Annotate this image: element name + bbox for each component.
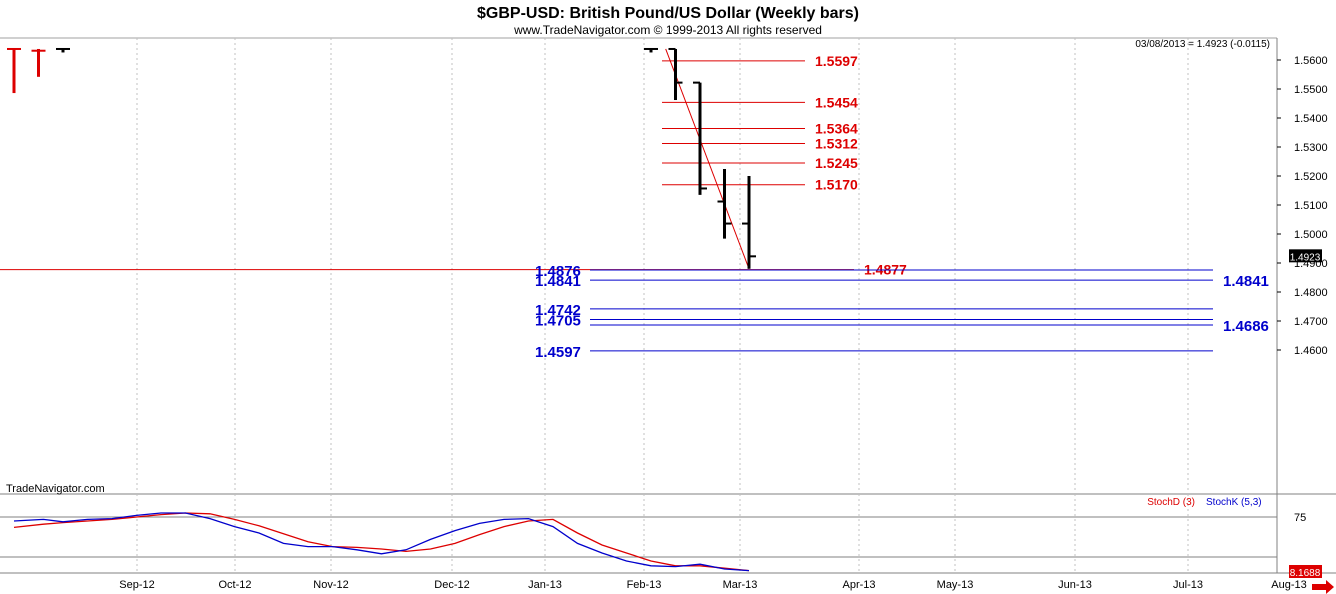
stoch-last-value-label: 8.1688 — [1290, 568, 1321, 579]
fib-blue-label: 1.4597 — [535, 344, 581, 361]
y-tick-label: 1.4700 — [1294, 316, 1328, 328]
stoch-series-line — [13, 512, 750, 572]
y-tick-label: 1.4800 — [1294, 287, 1328, 299]
watermark-text: TradeNavigator.com — [6, 483, 105, 495]
last-price-box — [1289, 249, 1322, 263]
y-tick-label: 1.5600 — [1294, 55, 1328, 67]
y-tick-label: 1.5000 — [1294, 229, 1328, 241]
fib-red-label: 1.5170 — [815, 177, 858, 193]
y-tick-label: 1.5400 — [1294, 113, 1328, 125]
x-tick-label: Jul-13 — [1173, 579, 1203, 591]
x-tick-label: Mar-13 — [723, 579, 758, 591]
quote-readout: 03/08/2013 = 1.4923 (-0.0115) — [1135, 39, 1270, 50]
stoch-y-tick-label: 75 — [1294, 512, 1306, 524]
x-tick-label: Jan-13 — [528, 579, 562, 591]
chart-subtitle: www.TradeNavigator.com © 1999-2013 All r… — [513, 23, 822, 37]
fib-red-label: 1.5364 — [815, 120, 858, 136]
fib-red-label: 1.5454 — [815, 94, 858, 110]
last-price-label: 1.4923 — [1290, 252, 1321, 263]
x-tick-label: Nov-12 — [313, 579, 348, 591]
stoch-series-line — [13, 512, 750, 572]
stoch-legend-entry: StochD (3) — [1147, 497, 1195, 508]
fib-blue-label-right: 1.4841 — [1223, 273, 1269, 290]
fib-blue-label: 1.4876 — [535, 263, 581, 280]
fib-blue-label-right: 1.4686 — [1223, 318, 1269, 335]
y-tick-label: 1.5200 — [1294, 171, 1328, 183]
fib-red-label: 1.5245 — [815, 155, 858, 171]
fib-red-label: 1.5312 — [815, 136, 858, 152]
chart-title: $GBP-USD: British Pound/US Dollar (Weekl… — [477, 5, 859, 22]
x-tick-label: Apr-13 — [842, 579, 875, 591]
fib-blue-label: 1.4841 — [535, 273, 581, 290]
stoch-last-value-box — [1289, 565, 1322, 578]
y-tick-label: 1.5300 — [1294, 142, 1328, 154]
x-tick-label: Dec-12 — [434, 579, 469, 591]
x-tick-label: May-13 — [937, 579, 974, 591]
x-tick-label: Jun-13 — [1058, 579, 1092, 591]
x-tick-label: Feb-13 — [627, 579, 662, 591]
y-tick-label: 1.5100 — [1294, 200, 1328, 212]
scroll-right-arrow-icon[interactable] — [1312, 580, 1334, 594]
y-tick-label: 1.5500 — [1294, 84, 1328, 96]
y-tick-label: 1.4600 — [1294, 345, 1328, 357]
fib-blue-label: 1.4705 — [535, 313, 581, 330]
fib-red-label: 1.5597 — [815, 53, 858, 69]
stoch-legend-entry: StochK (5,3) — [1206, 497, 1262, 508]
x-tick-label: Oct-12 — [218, 579, 251, 591]
trendline — [665, 48, 750, 269]
x-tick-label: Sep-12 — [119, 579, 154, 591]
x-tick-label: Aug-13 — [1271, 579, 1306, 591]
fib-blue-label: 1.4742 — [535, 302, 581, 319]
